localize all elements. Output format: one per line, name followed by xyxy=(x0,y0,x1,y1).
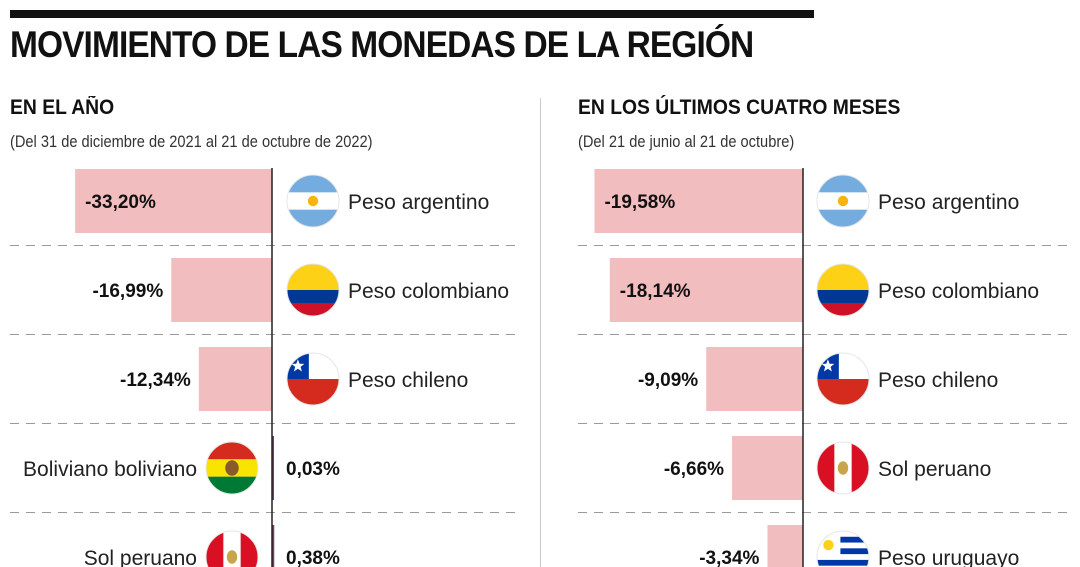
bar-0-3 xyxy=(272,436,274,500)
panel-divider xyxy=(540,98,541,567)
bar-1-1 xyxy=(609,258,803,322)
category-label: Boliviano boliviano xyxy=(23,458,197,481)
argentina-flag-icon xyxy=(286,174,340,228)
category-label: Peso colombiano xyxy=(878,280,1039,303)
bar-1-3 xyxy=(732,436,803,500)
uruguay-flag-icon xyxy=(816,530,870,567)
right-panel-title: EN LOS ÚLTIMOS CUATRO MESES xyxy=(578,96,901,119)
bar-1-4 xyxy=(767,525,803,567)
argentina-flag-icon xyxy=(816,174,870,228)
category-label: Peso colombiano xyxy=(348,280,509,303)
value-label: -3,34% xyxy=(699,548,759,567)
value-label: -16,99% xyxy=(92,281,163,302)
chile-flag-icon xyxy=(816,352,870,406)
category-label: Peso chileno xyxy=(348,369,468,392)
bar-0-4 xyxy=(272,525,275,567)
value-label: -6,66% xyxy=(664,459,724,480)
bar-1-2 xyxy=(706,347,803,411)
category-label: Sol peruano xyxy=(84,547,197,567)
page-title: MOVIMIENTO DE LAS MONEDAS DE LA REGIÓN xyxy=(10,24,754,65)
peru-flag-icon xyxy=(205,530,259,567)
value-label: -18,14% xyxy=(620,281,691,302)
bolivia-flag-icon xyxy=(205,441,259,495)
bar-0-2 xyxy=(198,347,272,411)
left-panel-title: EN EL AÑO xyxy=(10,96,115,119)
category-label: Sol peruano xyxy=(878,458,991,481)
bar-0-0 xyxy=(75,169,273,233)
colombia-flag-icon xyxy=(816,263,870,317)
value-label: 0,03% xyxy=(286,459,340,480)
category-label: Peso argentino xyxy=(878,191,1019,214)
right-panel-subtitle: (Del 21 de junio al 21 de octubre) xyxy=(578,132,795,151)
category-label: Peso chileno xyxy=(878,369,998,392)
value-label: -33,20% xyxy=(85,192,156,213)
value-label: -9,09% xyxy=(638,370,698,391)
value-label: -19,58% xyxy=(604,192,675,213)
left-panel-subtitle: (Del 31 de diciembre de 2021 al 21 de oc… xyxy=(10,132,373,151)
value-label: -12,34% xyxy=(120,370,191,391)
peru-flag-icon xyxy=(816,441,870,495)
top-rule xyxy=(10,10,814,18)
value-label: 0,38% xyxy=(286,548,340,567)
bar-0-1 xyxy=(171,258,272,322)
bar-1-0 xyxy=(594,169,803,233)
chile-flag-icon xyxy=(286,352,340,406)
category-label: Peso argentino xyxy=(348,191,489,214)
colombia-flag-icon xyxy=(286,263,340,317)
category-label: Peso uruguayo xyxy=(878,547,1019,567)
